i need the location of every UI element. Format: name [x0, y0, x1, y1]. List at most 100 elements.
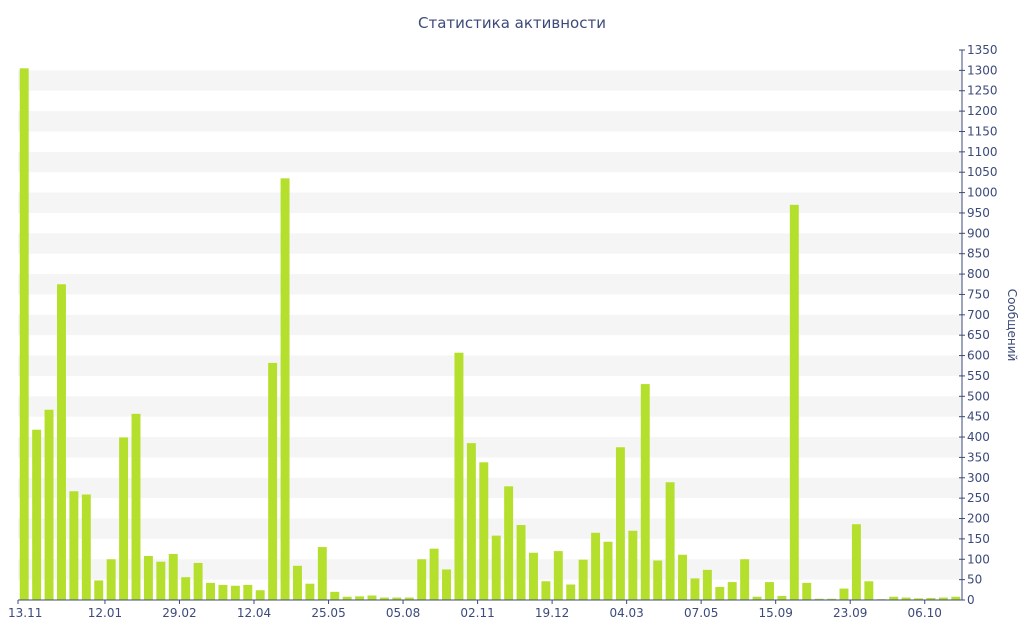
- grid-band: [18, 437, 962, 458]
- x-tick-label: 02.11: [460, 606, 494, 620]
- bar: [777, 595, 787, 600]
- bar: [591, 532, 601, 600]
- x-axis: 13.11 12.01 29.02 12.04 25.05 05.08 02.11 19.12…: [8, 599, 962, 620]
- bar: [168, 553, 178, 600]
- y-tick-label: 400: [967, 430, 990, 444]
- bar: [193, 562, 203, 600]
- y-axis: 0 50 100 150 200 250 300 350 400 450 500 550 600 650 7…: [959, 43, 998, 607]
- bar: [814, 598, 824, 600]
- bar: [106, 559, 116, 600]
- bar: [243, 584, 253, 600]
- bar: [230, 585, 240, 600]
- bar: [504, 486, 514, 600]
- bar: [827, 598, 837, 600]
- y-tick-label: 750: [967, 287, 990, 301]
- bar: [653, 560, 663, 600]
- bar: [479, 462, 489, 600]
- grid-band: [18, 274, 962, 295]
- bar: [404, 597, 414, 600]
- y-tick-label: 1200: [967, 104, 998, 118]
- bar: [429, 548, 439, 600]
- bar: [690, 578, 700, 600]
- bar: [851, 524, 861, 600]
- bar: [640, 384, 650, 600]
- bar: [914, 598, 923, 600]
- grid-band: [18, 396, 962, 417]
- bar: [367, 595, 377, 600]
- grid-band: [18, 70, 962, 91]
- bar: [131, 413, 141, 600]
- x-tick-label: 23.09: [833, 606, 867, 620]
- bar: [255, 590, 265, 600]
- bar: [665, 482, 675, 600]
- bar: [119, 437, 129, 600]
- y-tick-label: 1000: [967, 186, 998, 200]
- bar: [491, 535, 501, 600]
- grid-band: [18, 559, 962, 580]
- x-tick-label: 13.11: [8, 606, 42, 620]
- bar: [317, 547, 327, 600]
- bar: [740, 559, 750, 600]
- bar: [727, 582, 737, 600]
- y-tick-label: 600: [967, 349, 990, 363]
- bar: [94, 580, 104, 600]
- bar: [678, 554, 687, 600]
- y-tick-label: 700: [967, 308, 990, 322]
- bar: [541, 581, 551, 600]
- x-tick-label: 07.05: [684, 606, 718, 620]
- bar: [44, 409, 54, 600]
- bar: [529, 552, 538, 600]
- y-tick-label: 1150: [967, 124, 998, 138]
- bar: [330, 591, 340, 600]
- y-tick-label: 150: [967, 532, 990, 546]
- y-tick-label: 550: [967, 369, 990, 383]
- y-tick-label: 0: [967, 593, 975, 607]
- x-tick-label: 29.02: [162, 606, 196, 620]
- y-tick-label: 300: [967, 471, 990, 485]
- bar: [156, 561, 166, 600]
- bar: [926, 597, 936, 600]
- y-tick-label: 950: [967, 206, 990, 220]
- y-tick-label: 1250: [967, 84, 998, 98]
- y-tick-label: 1350: [967, 43, 998, 57]
- bar: [516, 525, 526, 600]
- grid-band: [18, 355, 962, 376]
- bar: [802, 582, 812, 600]
- bar: [417, 559, 427, 600]
- bar: [181, 577, 191, 600]
- chart-title: Статистика активности: [418, 14, 606, 32]
- y-tick-label: 1100: [967, 145, 998, 159]
- bar: [889, 596, 899, 600]
- bar: [864, 581, 874, 600]
- bar: [702, 569, 712, 600]
- bar: [578, 559, 588, 600]
- x-tick-label: 12.04: [237, 606, 271, 620]
- y-axis-label: Сообщений: [1005, 289, 1019, 362]
- y-tick-label: 250: [967, 491, 990, 505]
- bar: [392, 597, 402, 600]
- x-tick-label: 25.05: [311, 606, 345, 620]
- bar: [355, 596, 365, 600]
- bar: [442, 569, 451, 600]
- bar: [305, 583, 315, 600]
- bar: [603, 541, 613, 600]
- grid-band: [18, 314, 962, 336]
- bar: [938, 597, 948, 600]
- bar: [715, 586, 725, 600]
- bar: [57, 284, 66, 600]
- y-tick-label: 1050: [967, 165, 998, 179]
- y-tick-label: 900: [967, 226, 990, 240]
- bar: [268, 362, 278, 600]
- grid-band: [18, 477, 962, 499]
- x-tick-label: 05.08: [386, 606, 420, 620]
- y-tick-label: 450: [967, 410, 990, 424]
- grid-band: [18, 111, 962, 132]
- y-tick-label: 500: [967, 389, 990, 403]
- bar-series: [19, 68, 961, 601]
- bar: [752, 596, 762, 600]
- bar: [280, 178, 290, 601]
- y-tick-label: 850: [967, 247, 990, 261]
- y-tick-label: 800: [967, 267, 990, 281]
- bar: [839, 588, 849, 600]
